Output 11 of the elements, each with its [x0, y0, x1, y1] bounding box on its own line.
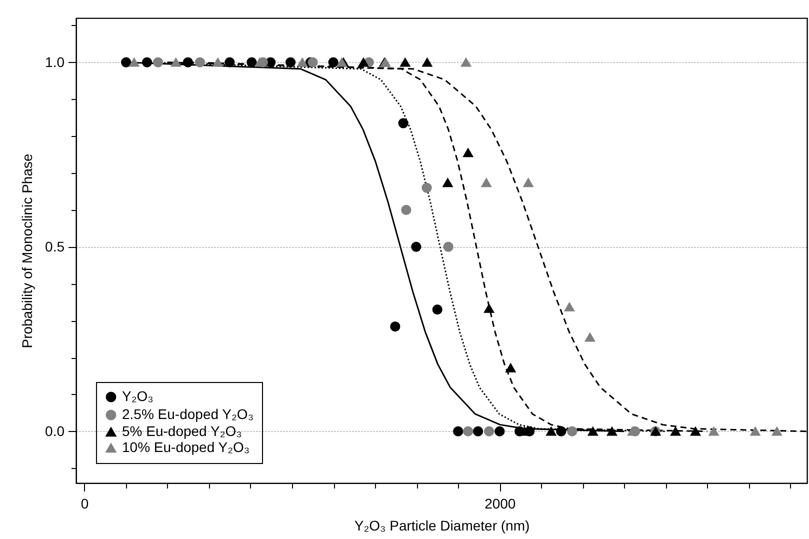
y-tick-label: 1.0 [45, 54, 65, 70]
y-tick-label: 0.5 [45, 238, 65, 254]
x-axis-title: Y₂O₃ Particle Diameter (nm) [354, 518, 530, 534]
x-tick-label: 0 [80, 496, 89, 512]
y-tick-label: 0.0 [45, 422, 65, 439]
x-tick-label: 2000 [484, 496, 516, 512]
legend-label: Y₂O₃ [122, 388, 154, 404]
y-axis-title: Probability of Monoclinic Phase [19, 154, 36, 348]
legend-label: 10% Eu-doped Y₂O₃ [122, 439, 250, 455]
legend-label: 2.5% Eu-doped Y₂O₃ [122, 406, 254, 422]
legend-label: 5% Eu-doped Y₂O₃ [122, 423, 242, 439]
